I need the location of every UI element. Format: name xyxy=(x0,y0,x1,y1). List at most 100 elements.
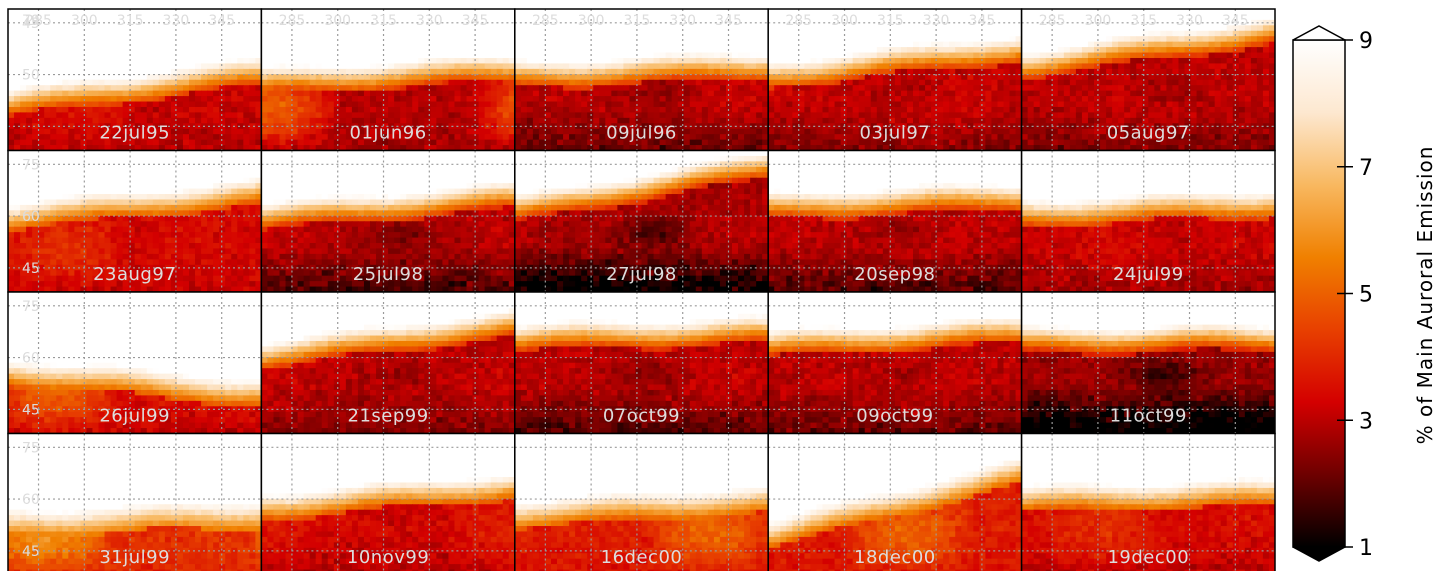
heatmap-cell xyxy=(1015,145,1022,151)
heatmap-cell xyxy=(496,101,504,108)
heatmap-cell xyxy=(249,30,256,37)
heatmap-cell xyxy=(406,96,413,103)
heatmap-cell xyxy=(985,106,993,113)
heatmap-cell xyxy=(152,9,160,16)
heatmap-cell xyxy=(448,68,456,75)
heatmap-cell xyxy=(882,9,890,16)
heatmap-cell xyxy=(683,139,691,146)
heatmap-cell xyxy=(629,14,637,21)
heatmap-cell xyxy=(496,41,504,48)
heatmap-cell xyxy=(261,112,269,119)
heatmap-cell xyxy=(56,134,63,141)
heatmap-cell xyxy=(1021,47,1029,54)
heatmap-cell xyxy=(526,85,534,92)
heatmap-cell xyxy=(321,19,329,26)
heatmap-cell xyxy=(351,47,359,54)
heatmap-cell xyxy=(201,96,208,103)
heatmap-cell xyxy=(557,85,564,92)
heatmap-cell xyxy=(520,63,528,70)
heatmap-cell xyxy=(774,90,781,97)
heatmap-cell xyxy=(86,25,94,32)
heatmap-cell xyxy=(297,47,305,54)
heatmap-cell xyxy=(243,19,250,26)
heatmap-cell xyxy=(677,101,685,108)
heatmap-cell xyxy=(551,134,558,141)
heatmap-cell xyxy=(1069,25,1077,32)
heatmap-cell xyxy=(418,128,425,135)
heatmap-cell xyxy=(653,68,661,75)
heatmap-cell xyxy=(876,145,884,151)
heatmap-cell xyxy=(219,74,226,81)
heatmap-cell xyxy=(677,14,685,21)
heatmap-cell xyxy=(1148,30,1155,37)
heatmap-cell xyxy=(207,85,214,92)
heatmap-cell xyxy=(792,101,799,108)
heatmap-cell xyxy=(388,101,395,108)
heatmap-cell xyxy=(345,68,353,75)
heatmap-cell xyxy=(44,145,51,151)
heatmap-cell xyxy=(309,9,317,16)
heatmap-cell xyxy=(363,47,371,54)
heatmap-cell xyxy=(683,90,691,97)
heatmap-cell xyxy=(400,128,407,135)
heatmap-cell xyxy=(744,145,751,151)
heatmap-cell xyxy=(900,57,908,65)
heatmap-cell xyxy=(255,36,262,43)
heatmap-cell xyxy=(478,128,486,135)
heatmap-cell xyxy=(732,128,739,135)
heatmap-cell xyxy=(225,134,232,141)
heatmap-cell xyxy=(92,79,100,86)
heatmap-cell xyxy=(925,57,932,65)
heatmap-cell xyxy=(351,134,359,141)
heatmap-cell xyxy=(412,36,419,43)
heatmap-cell xyxy=(1136,47,1143,54)
heatmap-cell xyxy=(641,14,649,21)
heatmap-cell xyxy=(273,9,281,16)
heatmap-cell xyxy=(74,25,81,32)
heatmap-cell xyxy=(611,145,618,151)
heatmap-cell xyxy=(418,85,425,92)
heatmap-cell xyxy=(810,30,818,37)
heatmap-cell xyxy=(514,139,522,146)
heatmap-cell xyxy=(1057,47,1065,54)
heatmap-cell xyxy=(1100,14,1107,21)
heatmap-cell xyxy=(647,101,655,108)
heatmap-cell xyxy=(38,63,45,70)
heatmap-cell xyxy=(906,63,914,70)
heatmap-cell xyxy=(448,79,456,86)
heatmap-cell xyxy=(92,101,100,108)
heatmap-cell xyxy=(1268,25,1275,32)
heatmap-cell xyxy=(581,47,588,54)
heatmap-cell xyxy=(382,57,389,65)
heatmap-cell xyxy=(195,57,202,65)
heatmap-cell xyxy=(182,139,190,146)
heatmap-cell xyxy=(152,90,160,97)
heatmap-cell xyxy=(201,36,208,43)
heatmap-cell xyxy=(750,14,757,21)
heatmap-cell xyxy=(611,25,618,32)
heatmap-cell xyxy=(599,14,606,21)
heatmap-cell xyxy=(587,25,594,32)
heatmap-cell xyxy=(798,30,805,37)
heatmap-cell xyxy=(997,101,1005,108)
heatmap-cell xyxy=(617,79,624,86)
heatmap-cell xyxy=(575,41,582,48)
heatmap-cell xyxy=(339,52,347,59)
heatmap-cell xyxy=(526,90,534,97)
heatmap-cell xyxy=(937,85,944,92)
heatmap-cell xyxy=(321,52,329,59)
heatmap-cell xyxy=(973,79,980,86)
heatmap-cell xyxy=(213,19,220,26)
heatmap-cell xyxy=(1009,9,1017,16)
heatmap-cell xyxy=(303,52,311,59)
heatmap-cell xyxy=(56,145,63,151)
heatmap-cell xyxy=(538,85,546,92)
heatmap-cell xyxy=(315,128,323,135)
heatmap-cell xyxy=(732,47,739,54)
heatmap-cell xyxy=(919,134,926,141)
heatmap-cell xyxy=(1003,96,1011,103)
heatmap-cell xyxy=(750,117,757,124)
heatmap-cell xyxy=(261,9,269,16)
heatmap-cell xyxy=(689,63,697,70)
heatmap-cell xyxy=(297,14,305,21)
